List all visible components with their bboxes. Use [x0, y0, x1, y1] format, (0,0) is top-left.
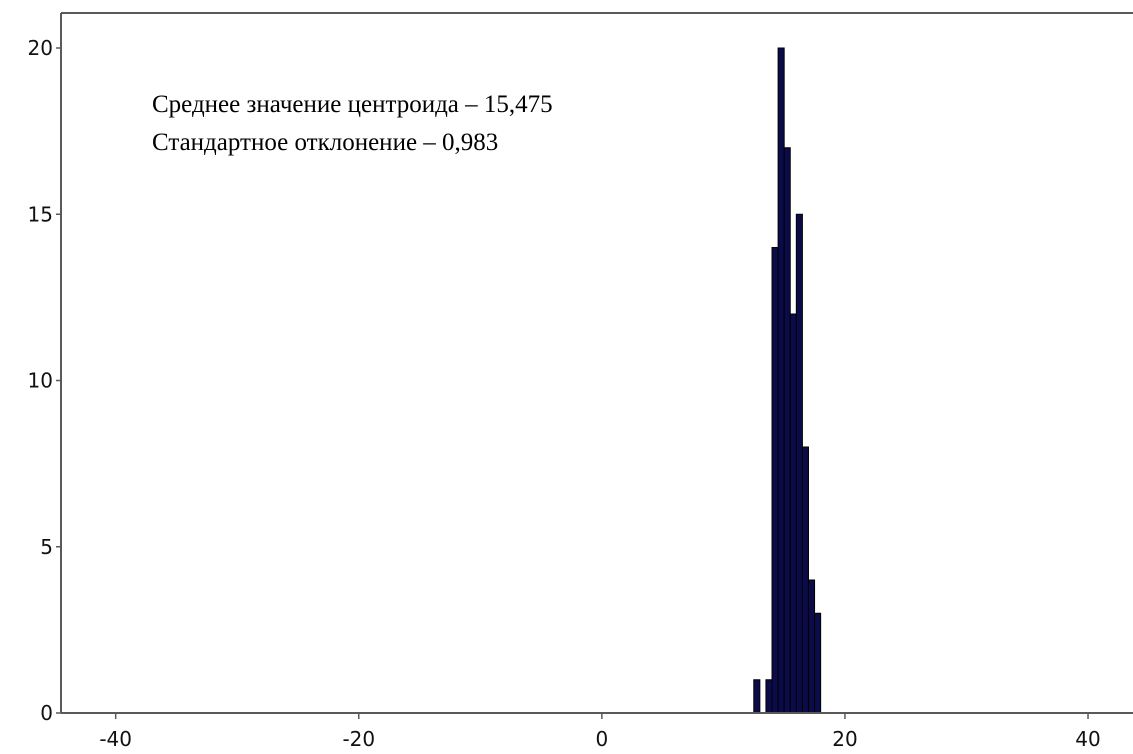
- y-axis-ticks: 0 5 10 15 20: [28, 36, 61, 725]
- y-tick-label: 5: [40, 535, 53, 559]
- y-tick-label: 10: [28, 369, 53, 393]
- histogram-bar: [771, 247, 779, 714]
- histogram-bar: [814, 612, 822, 714]
- x-tick-label: -20: [342, 727, 375, 751]
- std-deviation-annotation: Стандартное отклонение – 0,983: [152, 129, 498, 156]
- histogram-bar: [801, 446, 809, 714]
- x-tick-label: -40: [99, 727, 132, 751]
- x-axis-ticks: -40 -20 0 20 40: [99, 713, 1101, 751]
- y-tick-label: 0: [40, 701, 53, 725]
- histogram-bar: [777, 47, 785, 714]
- x-tick-label: 0: [595, 727, 608, 751]
- histogram-bar: [783, 147, 791, 714]
- histogram-bar: [753, 679, 761, 714]
- histogram-bars: [753, 47, 822, 714]
- y-tick-label: 20: [28, 36, 53, 60]
- x-tick-label: 20: [832, 727, 857, 751]
- histogram-bar: [807, 579, 816, 714]
- x-tick-label: 40: [1075, 727, 1100, 751]
- mean-centroid-annotation: Среднее значение центроида – 15,475: [152, 91, 553, 118]
- histogram-bar: [795, 213, 803, 714]
- histogram-bar: [789, 313, 797, 714]
- histogram-bar: [765, 679, 773, 714]
- y-tick-label: 15: [28, 202, 53, 226]
